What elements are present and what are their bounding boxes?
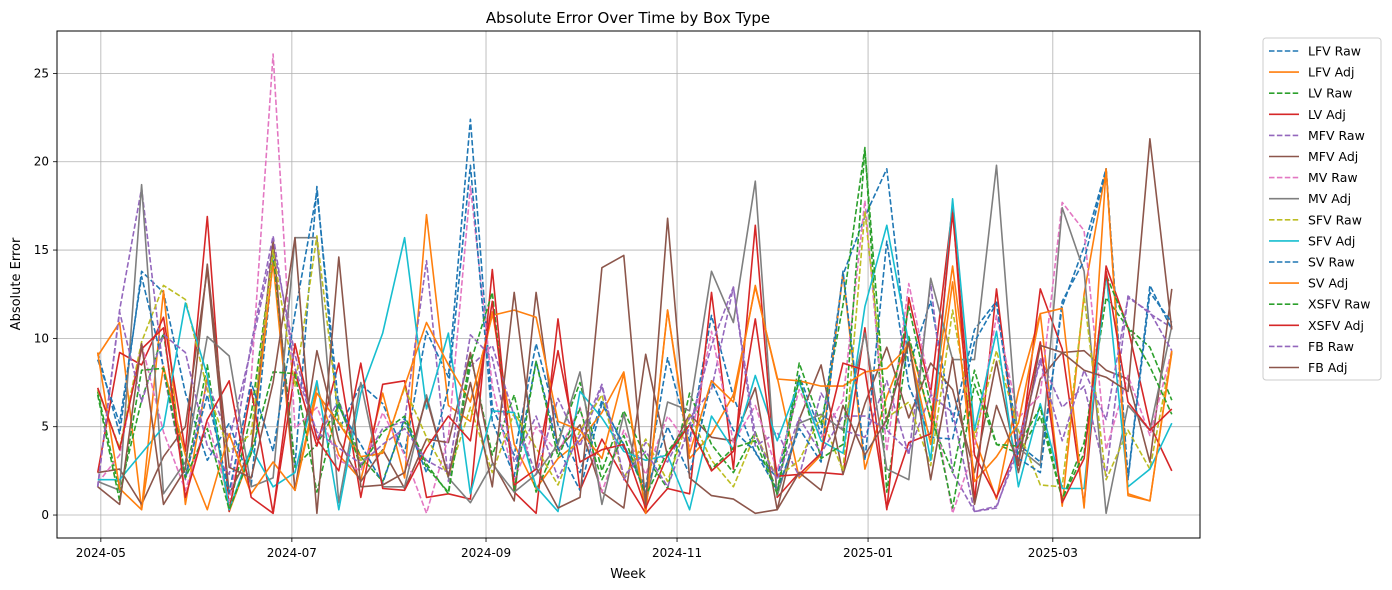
series-line-xsfv-raw [96, 148, 1173, 511]
legend-entry-label: SV Raw [1308, 255, 1355, 270]
y-tick-label: 10 [34, 331, 49, 345]
series-line-lv-raw [96, 146, 1173, 509]
series-line-mv-raw [97, 53, 1173, 515]
series-line-sv-raw [96, 164, 1173, 493]
legend-entry-label: LFV Adj [1308, 65, 1354, 80]
legend-entry-label: MV Adj [1308, 191, 1351, 206]
axis-ticks: 2024-05 2024-07 2024-09 2024-11 2025-01 2025-… [34, 66, 1078, 560]
legend-entry-label: FB Adj [1308, 360, 1347, 375]
x-tick-label: 2024-09 [461, 546, 511, 560]
chart-title: Absolute Error Over Time by Box Type [486, 9, 770, 27]
series-line-mfv-raw [96, 187, 1173, 513]
x-tick-label: 2024-05 [76, 546, 126, 560]
y-tick-label: 25 [34, 66, 49, 80]
legend-entry-label: MV Raw [1308, 170, 1358, 185]
legend-entry-label: SV Adj [1308, 276, 1348, 291]
x-tick-label: 2024-11 [652, 546, 702, 560]
x-tick-label: 2024-07 [267, 546, 317, 560]
y-tick-label: 5 [41, 420, 49, 434]
legend-entry-label: FB Raw [1308, 339, 1354, 354]
legend-entry-label: LFV Raw [1308, 44, 1361, 59]
legend-entry-label: MFV Raw [1308, 128, 1365, 143]
legend-entry-label: XSFV Adj [1308, 318, 1364, 333]
series-line-fb-raw [96, 235, 1173, 513]
series-line-fb-adj [97, 138, 1173, 515]
legend-entry-label: SFV Adj [1308, 233, 1355, 248]
legend-entry-label: XSFV Raw [1308, 297, 1371, 312]
series-line-sv-adj [96, 168, 1173, 515]
legend-entry-label: LV Adj [1308, 107, 1346, 122]
legend-entry-label: LV Raw [1308, 86, 1352, 101]
series-line-xsfv-adj [96, 212, 1173, 515]
legend-frame [1262, 37, 1382, 381]
y-tick-label: 15 [34, 243, 49, 257]
legend-entry-label: MFV Adj [1308, 149, 1358, 164]
series-lines [96, 53, 1173, 515]
x-axis-label: Week [610, 567, 646, 582]
x-tick-label: 2025-03 [1028, 546, 1078, 560]
series-line-sfv-raw [96, 210, 1173, 488]
plot-frame [56, 30, 1201, 539]
x-tick-label: 2025-01 [843, 546, 893, 560]
y-tick-label: 0 [41, 508, 49, 522]
series-line-mfv-adj [97, 238, 1173, 511]
legend: LFV Raw LFV Adj LV Raw LV Adj MFV Raw MFV Adj… [1262, 37, 1382, 381]
y-tick-label: 20 [34, 155, 49, 169]
legend-entry-label: SFV Raw [1308, 212, 1362, 227]
y-axis-label: Absolute Error [9, 237, 24, 330]
